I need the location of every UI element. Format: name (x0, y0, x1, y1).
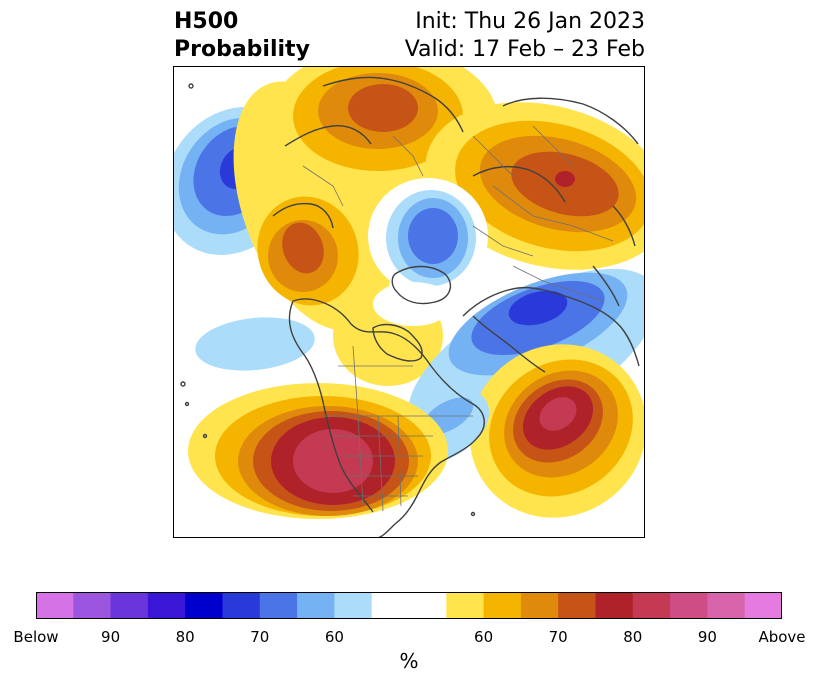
colorbar-tick-label: Below (13, 628, 59, 646)
init-date: Init: Thu 26 Jan 2023 (415, 9, 645, 34)
political-borders (302, 125, 614, 512)
colorbar-tick-label: 90 (697, 628, 717, 646)
colorbar-segment (334, 592, 373, 619)
colorbar-tick-label: 80 (623, 628, 643, 646)
valid-range: Valid: 17 Feb – 23 Feb (404, 37, 645, 62)
colorbar-segment (483, 592, 522, 619)
colorbar-tick-label: 70 (250, 628, 270, 646)
colorbar-segment (409, 592, 447, 619)
anomaly-below-pole (368, 178, 488, 294)
colorbar-segments (36, 592, 782, 619)
colorbar-tick-label: 80 (175, 628, 195, 646)
map-frame (173, 66, 645, 538)
colorbar-tick-label: 70 (548, 628, 568, 646)
title-product: Probability (174, 37, 310, 62)
colorbar-segment (670, 592, 708, 619)
colorbar-segment (147, 592, 186, 619)
colorbar-unit: % (399, 649, 419, 673)
title-variable: H500 (174, 9, 239, 34)
colorbar-segment (222, 592, 261, 619)
colorbar-segment (371, 592, 410, 619)
anomaly-above-western-us (188, 383, 448, 519)
colorbar-segment (297, 592, 335, 619)
anomaly-above-atlantic (469, 344, 645, 518)
colorbar-segment (632, 592, 671, 619)
colorbar-segment (110, 592, 149, 619)
colorbar-segment (446, 592, 485, 619)
colorbar-segment (520, 592, 559, 619)
colorbar-tick-label: 60 (324, 628, 344, 646)
colorbar-frame (36, 592, 782, 619)
anomaly-below-subtropical-pacific (195, 317, 315, 371)
probability-map (173, 66, 645, 538)
colorbar-segment (185, 592, 223, 619)
anomaly-neutral-greenland (373, 282, 453, 326)
map-title-left: H500 Probability (174, 8, 310, 64)
colorbar-segment (595, 592, 634, 619)
colorbar-segment (558, 592, 596, 619)
colorbar-tick-label: 60 (474, 628, 494, 646)
colorbar-tick-label: Above (758, 628, 806, 646)
colorbar-tick-label: 90 (101, 628, 121, 646)
colorbar-segment (259, 592, 298, 619)
colorbar-segment (707, 592, 746, 619)
colorbar (36, 592, 782, 619)
colorbar-segment (744, 592, 782, 619)
map-title-right: Init: Thu 26 Jan 2023 Valid: 17 Feb – 23… (405, 8, 645, 64)
coastlines (180, 76, 640, 538)
colorbar-segment (73, 592, 112, 619)
colorbar-segment (36, 592, 74, 619)
